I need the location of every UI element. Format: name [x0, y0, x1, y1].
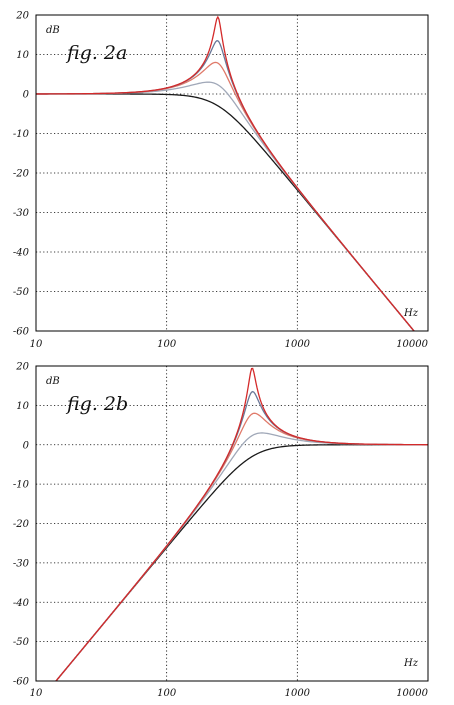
x-tick-label: 10 — [30, 688, 43, 699]
y-axis-label-fig-2b: dB — [46, 376, 60, 387]
y-tick-label: -60 — [13, 327, 30, 338]
y-tick-label: 10 — [16, 401, 29, 412]
series-line-1 — [36, 93, 415, 331]
series-line-2 — [36, 81, 415, 331]
x-tick-label: 10000 — [396, 339, 428, 350]
y-tick-label: -10 — [13, 480, 30, 491]
x-tick-label: 100 — [157, 339, 177, 350]
series-line-5 — [55, 367, 428, 681]
plot-frame-fig-2a — [35, 14, 429, 332]
series-line-5 — [36, 15, 415, 331]
y-tick-label: -10 — [13, 129, 30, 140]
y-tick-labels-fig-2a: 20 10 0 -10 -20 -30 -40 -50 -60 — [13, 11, 30, 338]
chart-title-fig-2a: fig. 2a — [65, 42, 127, 64]
y-tick-label: -40 — [13, 248, 30, 259]
x-tick-label: 1000 — [285, 339, 311, 350]
series-line-3 — [36, 61, 415, 331]
series-line-2 — [55, 432, 428, 681]
y-tick-label: -50 — [13, 287, 30, 298]
y-tick-label: -20 — [13, 519, 30, 530]
y-tick-label: -30 — [13, 208, 30, 219]
series-line-4 — [55, 390, 428, 681]
x-tick-label: 100 — [157, 688, 177, 699]
y-tick-label: -50 — [13, 637, 30, 648]
y-tick-label: 0 — [23, 440, 30, 451]
y-tick-labels-fig-2b: 20 10 0 -10 -20 -30 -40 -50 -60 — [13, 362, 30, 688]
x-tick-label: 10 — [30, 339, 43, 350]
y-tick-label: -60 — [13, 677, 30, 688]
x-tick-labels-fig-2a: 10 100 1000 10000 — [30, 339, 429, 350]
x-tick-labels-fig-2b: 10 100 1000 10000 — [30, 688, 429, 699]
plot-frame-fig-2b — [35, 365, 429, 682]
y-tick-label: -40 — [13, 598, 30, 609]
y-tick-label: 10 — [16, 50, 29, 61]
x-axis-label-fig-2a: Hz — [403, 308, 419, 319]
y-tick-label: -30 — [13, 558, 30, 569]
y-tick-label: -20 — [13, 169, 30, 180]
y-axis-label-fig-2a: dB — [46, 25, 60, 36]
y-tick-label: 20 — [15, 362, 29, 373]
chart-title-fig-2b: fig. 2b — [65, 393, 128, 415]
curves-fig-2a — [36, 15, 415, 331]
x-axis-label-fig-2b: Hz — [403, 658, 419, 669]
y-tick-label: 20 — [15, 11, 29, 22]
series-line-3 — [55, 412, 428, 681]
y-tick-label: 0 — [23, 90, 30, 101]
curves-fig-2b — [55, 367, 428, 681]
x-tick-label: 10000 — [396, 688, 428, 699]
x-tick-label: 1000 — [285, 688, 311, 699]
